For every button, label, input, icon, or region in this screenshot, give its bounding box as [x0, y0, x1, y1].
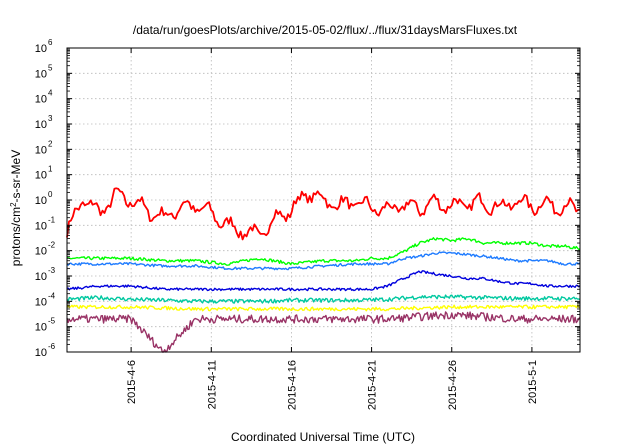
y-tick-label-exponent: -5 — [48, 317, 56, 326]
y-axis-label-post: -s-sr-MeV — [9, 150, 23, 203]
series-line — [66, 304, 581, 312]
x-tick-label: 2015-4-16 — [286, 360, 298, 410]
series-layer — [66, 187, 581, 353]
x-tick-label: 2015-4-6 — [126, 360, 138, 404]
y-tick-label: 10 — [35, 68, 47, 80]
y-axis: 10-610-510-410-310-210-11001011021031041… — [35, 38, 580, 359]
series-line — [66, 294, 581, 304]
x-tick-label: 2015-5-1 — [527, 360, 539, 404]
x-tick-label: 2015-4-26 — [447, 360, 459, 410]
y-tick-label: 10 — [35, 322, 47, 334]
y-tick-label-exponent: 6 — [48, 38, 53, 47]
chart-title: /data/run/goesPlots/archive/2015-05-02/f… — [133, 23, 518, 37]
y-axis-label-pre: protons/cm — [9, 207, 23, 266]
x-tick-label: 2015-4-11 — [206, 360, 218, 409]
y-tick-label-exponent: 5 — [48, 63, 53, 72]
y-tick-label: 10 — [35, 195, 47, 207]
x-axis-label: Coordinated Universal Time (UTC) — [231, 430, 415, 444]
y-tick-label: 10 — [35, 94, 47, 106]
y-tick-label-exponent: -2 — [48, 241, 56, 250]
y-tick-label: 10 — [35, 246, 47, 258]
y-tick-label: 10 — [35, 144, 47, 156]
series-line — [66, 237, 581, 266]
series-line — [66, 270, 581, 292]
y-tick-label: 10 — [35, 220, 47, 232]
y-axis-label-sup: 2 — [9, 202, 18, 207]
y-axis-label: protons/cm2-s-sr-MeV — [9, 150, 24, 266]
y-tick-label: 10 — [35, 170, 47, 182]
y-tick-label-exponent: 3 — [48, 114, 53, 123]
series-line — [66, 251, 581, 271]
series-line — [66, 311, 581, 353]
grid — [67, 48, 580, 352]
y-tick-label-exponent: -6 — [48, 342, 56, 351]
y-tick-label-exponent: -1 — [48, 215, 56, 224]
x-axis: 2015-4-6 2015-4-11 2015-4-16 2015-4-21 2015-… — [126, 48, 539, 410]
y-tick-label: 10 — [35, 271, 47, 283]
y-tick-label-exponent: 2 — [48, 139, 53, 148]
y-tick-label: 10 — [35, 43, 47, 55]
y-tick-label: 10 — [35, 296, 47, 308]
y-tick-label: 10 — [35, 347, 47, 359]
y-tick-label-exponent: -3 — [48, 266, 56, 275]
y-tick-label-exponent: 1 — [48, 165, 53, 174]
y-tick-label-exponent: -4 — [48, 291, 56, 300]
y-tick-label-exponent: 0 — [48, 190, 53, 199]
x-tick-label: 2015-4-21 — [367, 360, 379, 410]
series-line — [66, 187, 581, 241]
y-tick-label: 10 — [35, 119, 47, 131]
y-tick-label-exponent: 4 — [48, 89, 53, 98]
